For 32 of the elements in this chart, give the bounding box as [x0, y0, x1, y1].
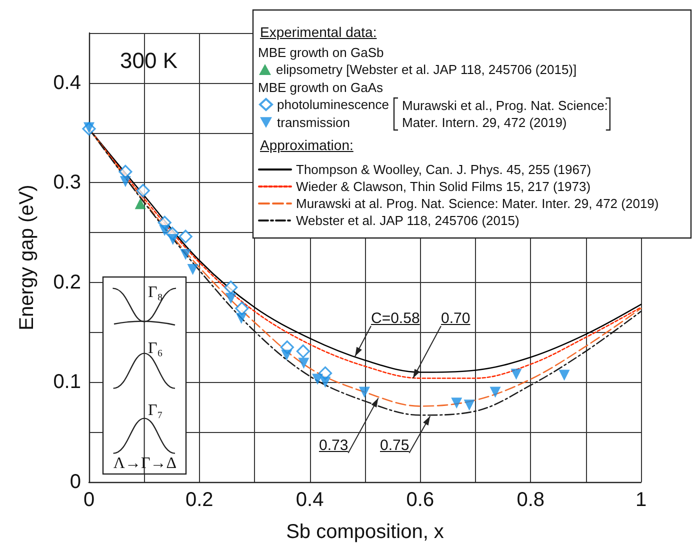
annotation: 0.70 [441, 310, 470, 327]
legend-label: Wieder & Clawson, Thin Solid Films 15, 217 (1973) [296, 179, 591, 194]
y-tick-label: 0.3 [53, 172, 81, 194]
legend-label: Thompson & Woolley, Can. J. Phys. 45, 255 (1967) [296, 162, 592, 177]
annotation: 0.73 [319, 437, 348, 454]
annotation: Approximation: [260, 137, 354, 154]
x-tick-label: 0 [83, 489, 95, 511]
legend-label: Webster et al. JAP 118, 245706 (2015) [296, 213, 520, 228]
y-tick-label: 0.1 [53, 371, 81, 394]
x-tick-label: 1 [635, 489, 647, 511]
x-tick-label: 0.2 [185, 489, 214, 511]
annotation: C=0.58 [371, 310, 420, 327]
annotation: Γ₆ [148, 340, 163, 358]
x-tick-label: 0.8 [516, 489, 545, 511]
annotation: Γ₇ [148, 402, 163, 420]
x-axis-title: Sb composition, x [286, 521, 444, 543]
annotation: Murawski et al., Prog. Nat. Science: Mater. Intern. 29, 472 (2019) [402, 97, 608, 131]
y-axis-title: Energy gap (eV) [16, 184, 38, 330]
annotation: Γ₈ [148, 284, 163, 302]
legend-label: elipsometry [Webster et al. JAP 118, 245706 (2015)] [276, 62, 577, 77]
annotation: Experimental data: [260, 24, 377, 41]
y-tick-label: 0 [70, 471, 81, 493]
y-tick-label: 0.2 [53, 271, 81, 294]
annotation: MBE growth on GaSb [258, 44, 384, 61]
annotation: 0.75 [380, 437, 410, 454]
legend-label: transmission [277, 115, 350, 130]
y-tick-label: 0.4 [53, 72, 81, 94]
annotation: MBE growth on GaAs [258, 79, 383, 96]
x-tick-label: 0.6 [406, 489, 434, 511]
legend-label: Murawski at al. Prog. Nat. Science: Mater. Inter. 29, 472 (2019) [296, 196, 659, 211]
x-tick-label: 0.4 [296, 489, 324, 511]
legend-label: photoluminescence [277, 97, 390, 112]
